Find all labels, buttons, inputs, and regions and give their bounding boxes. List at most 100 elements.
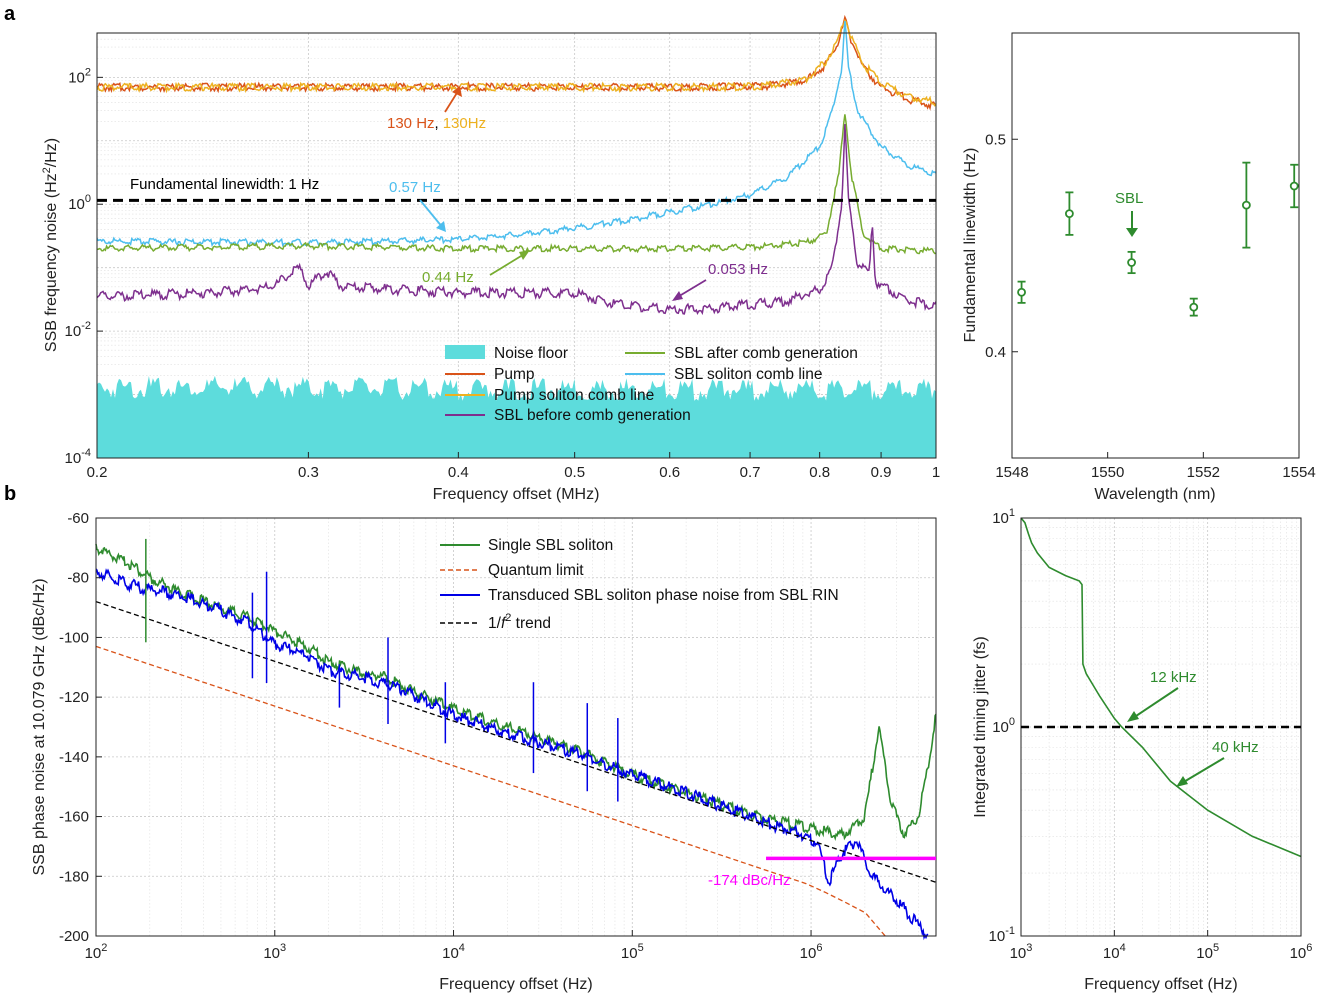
data-point xyxy=(1189,302,1199,312)
legend-label-sbl-comb: SBL soliton comb line xyxy=(674,366,822,383)
series-1-f2-trend xyxy=(95,600,937,883)
annotation-12khz-arrowhead xyxy=(1127,711,1139,722)
x-tick-label: 1550 xyxy=(1091,464,1124,481)
noise-floor-area xyxy=(97,375,936,458)
chart-a-left-legend: Noise floor Pump Pump soliton comb line … xyxy=(445,345,858,424)
x-tick-label: 104 xyxy=(442,942,465,962)
chart-b-left-grid xyxy=(95,517,937,937)
annotation-pump-arrowhead xyxy=(452,86,462,97)
chart-a-right: 1548 1550 1552 1554 0.4 0.5 Wavelength (nm) F… xyxy=(962,32,1316,503)
chart-b-left-ylabel: SSB phase noise at 10.079 GHz (dBc/Hz) xyxy=(31,578,48,875)
annotation-40khz-arrowhead xyxy=(1176,776,1188,787)
data-point xyxy=(1289,181,1299,191)
annotation-sbl-before-linewidth: 0.053 Hz xyxy=(708,261,768,278)
annotation-sbl-before-arrowhead xyxy=(672,291,683,301)
annotation-sbl-after-arrowhead xyxy=(519,250,530,260)
data-point xyxy=(1241,200,1251,210)
y-tick-label: 10-2 xyxy=(65,320,91,340)
legend-label-trend: 1/f2 trend xyxy=(488,612,551,632)
y-tick-label: -180 xyxy=(59,868,89,885)
x-tick-label: 1552 xyxy=(1187,464,1220,481)
legend-label-transduced: Transduced SBL soliton phase noise from … xyxy=(488,587,839,604)
x-tick-label: 102 xyxy=(85,942,108,962)
x-tick-label: 1554 xyxy=(1282,464,1315,481)
fundamental-linewidth-label: Fundamental linewidth: 1 Hz xyxy=(130,176,319,193)
chart-b-left-series xyxy=(95,538,937,941)
x-tick-label: 106 xyxy=(800,942,823,962)
chart-a-left-ticks: 0.2 0.3 0.4 0.5 0.6 0.7 0.8 0.9 1 10-4 10-2 100 102 xyxy=(65,66,941,481)
annotation-12khz-arrow xyxy=(1132,687,1179,719)
x-tick-label: 0.4 xyxy=(448,464,469,481)
y-tick-label: -80 xyxy=(67,570,89,587)
chart-b-left: 102 103 104 105 106 -200 -180 -160 -140 -120 -100 -… xyxy=(31,510,937,993)
legend-label-sbl-after: SBL after comb generation xyxy=(674,345,858,362)
annotation-40khz-arrow xyxy=(1181,757,1225,784)
data-point xyxy=(1127,258,1136,267)
y-tick-label: 0.4 xyxy=(985,344,1006,361)
series-sbl-after-comb-generation xyxy=(96,114,937,255)
x-tick-label: 103 xyxy=(1010,942,1033,962)
y-tick-label: -200 xyxy=(59,928,89,945)
legend-label-sbl-before: SBL before comb generation xyxy=(494,407,691,424)
y-tick-label: -140 xyxy=(59,749,89,766)
chart-b-right-series xyxy=(1020,517,1302,858)
chart-a-left: 0.2 0.3 0.4 0.5 0.6 0.7 0.8 0.9 110-410-2100102 … xyxy=(41,14,941,503)
annotation-40khz: 40 kHz xyxy=(1212,739,1259,756)
x-tick-label: 0.8 xyxy=(809,464,830,481)
y-tick-label: 100 xyxy=(992,716,1015,736)
x-tick-label: 1548 xyxy=(995,464,1028,481)
x-tick-label: 0.2 xyxy=(87,464,108,481)
y-tick-label: 10-4 xyxy=(65,447,91,467)
chart-b-right-ticks: 103 104 105 106 10-1 100 101 xyxy=(989,507,1313,962)
annotation-sbl-comb-arrow xyxy=(419,199,444,229)
series-pump xyxy=(96,14,937,111)
chart-a-left-ylabel: SSB frequency noise (Hz2/Hz) xyxy=(41,138,60,352)
chart-b-left-xlabel: Frequency offset (Hz) xyxy=(439,976,593,993)
y-tick-label: 10-1 xyxy=(989,925,1015,945)
chart-a-right-ticks: 1548 1550 1552 1554 0.4 0.5 xyxy=(985,131,1316,481)
chart-a-right-points xyxy=(1017,161,1299,317)
legend-label-pump-comb: Pump soliton comb line xyxy=(494,387,654,404)
chart-b-left-frame xyxy=(95,517,937,937)
x-tick-label: 0.6 xyxy=(659,464,680,481)
legend-label-single-sbl: Single SBL soliton xyxy=(488,537,613,554)
chart-a-left-xlabel: Frequency offset (MHz) xyxy=(433,486,600,503)
chart-a-right-ylabel: Fundamental linewidth (Hz) xyxy=(962,148,979,343)
y-tick-label: 0.5 xyxy=(985,131,1006,148)
series-sbl-before-comb-generation xyxy=(96,124,937,316)
series-sbl-soliton-comb-line xyxy=(96,20,937,248)
chart-a-right-xlabel: Wavelength (nm) xyxy=(1094,486,1215,503)
marker-label-174: -174 dBc/Hz xyxy=(708,872,791,889)
chart-b-right: 103 104 105 106 10-1 100 101 Frequency offset … xyxy=(972,507,1312,993)
x-tick-label: 0.5 xyxy=(564,464,585,481)
panel-label-b: b xyxy=(4,483,16,505)
chart-b-left-legend: Single SBL soliton Quantum limit Transdu… xyxy=(440,537,839,632)
series-quantum-limit xyxy=(95,645,886,937)
annotation-sbl-comb-linewidth: 0.57 Hz xyxy=(389,179,441,196)
annotation-pump-linewidth: 130 Hz, 130Hz xyxy=(387,115,486,132)
annotation-sbl-arrowhead xyxy=(1126,228,1138,237)
x-tick-label: 1 xyxy=(932,464,940,481)
y-tick-label: -120 xyxy=(59,689,89,706)
data-point xyxy=(1017,287,1026,297)
legend-label-pump: Pump xyxy=(494,366,535,383)
chart-a-left-noise-floor xyxy=(97,375,936,458)
x-tick-label: 0.3 xyxy=(298,464,319,481)
x-tick-label: 0.9 xyxy=(871,464,892,481)
y-tick-label: -160 xyxy=(59,809,89,826)
legend-label-noise-floor: Noise floor xyxy=(494,345,568,362)
x-tick-label: 106 xyxy=(1290,942,1313,962)
x-tick-label: 105 xyxy=(621,942,644,962)
series-pump-soliton-comb-line xyxy=(96,18,937,107)
annotation-sbl-after-arrow xyxy=(489,252,527,276)
x-tick-label: 104 xyxy=(1103,942,1126,962)
series-integrated-timing-jitter xyxy=(1020,517,1302,858)
legend-swatch-noise-floor xyxy=(445,345,485,359)
y-tick-label: 100 xyxy=(68,193,91,213)
chart-a-right-frame xyxy=(1011,32,1300,459)
chart-a-left-series xyxy=(96,14,937,316)
annotation-sbl-comb-arrowhead xyxy=(436,221,446,232)
x-tick-label: 0.7 xyxy=(740,464,761,481)
y-tick-label: -60 xyxy=(67,510,89,527)
